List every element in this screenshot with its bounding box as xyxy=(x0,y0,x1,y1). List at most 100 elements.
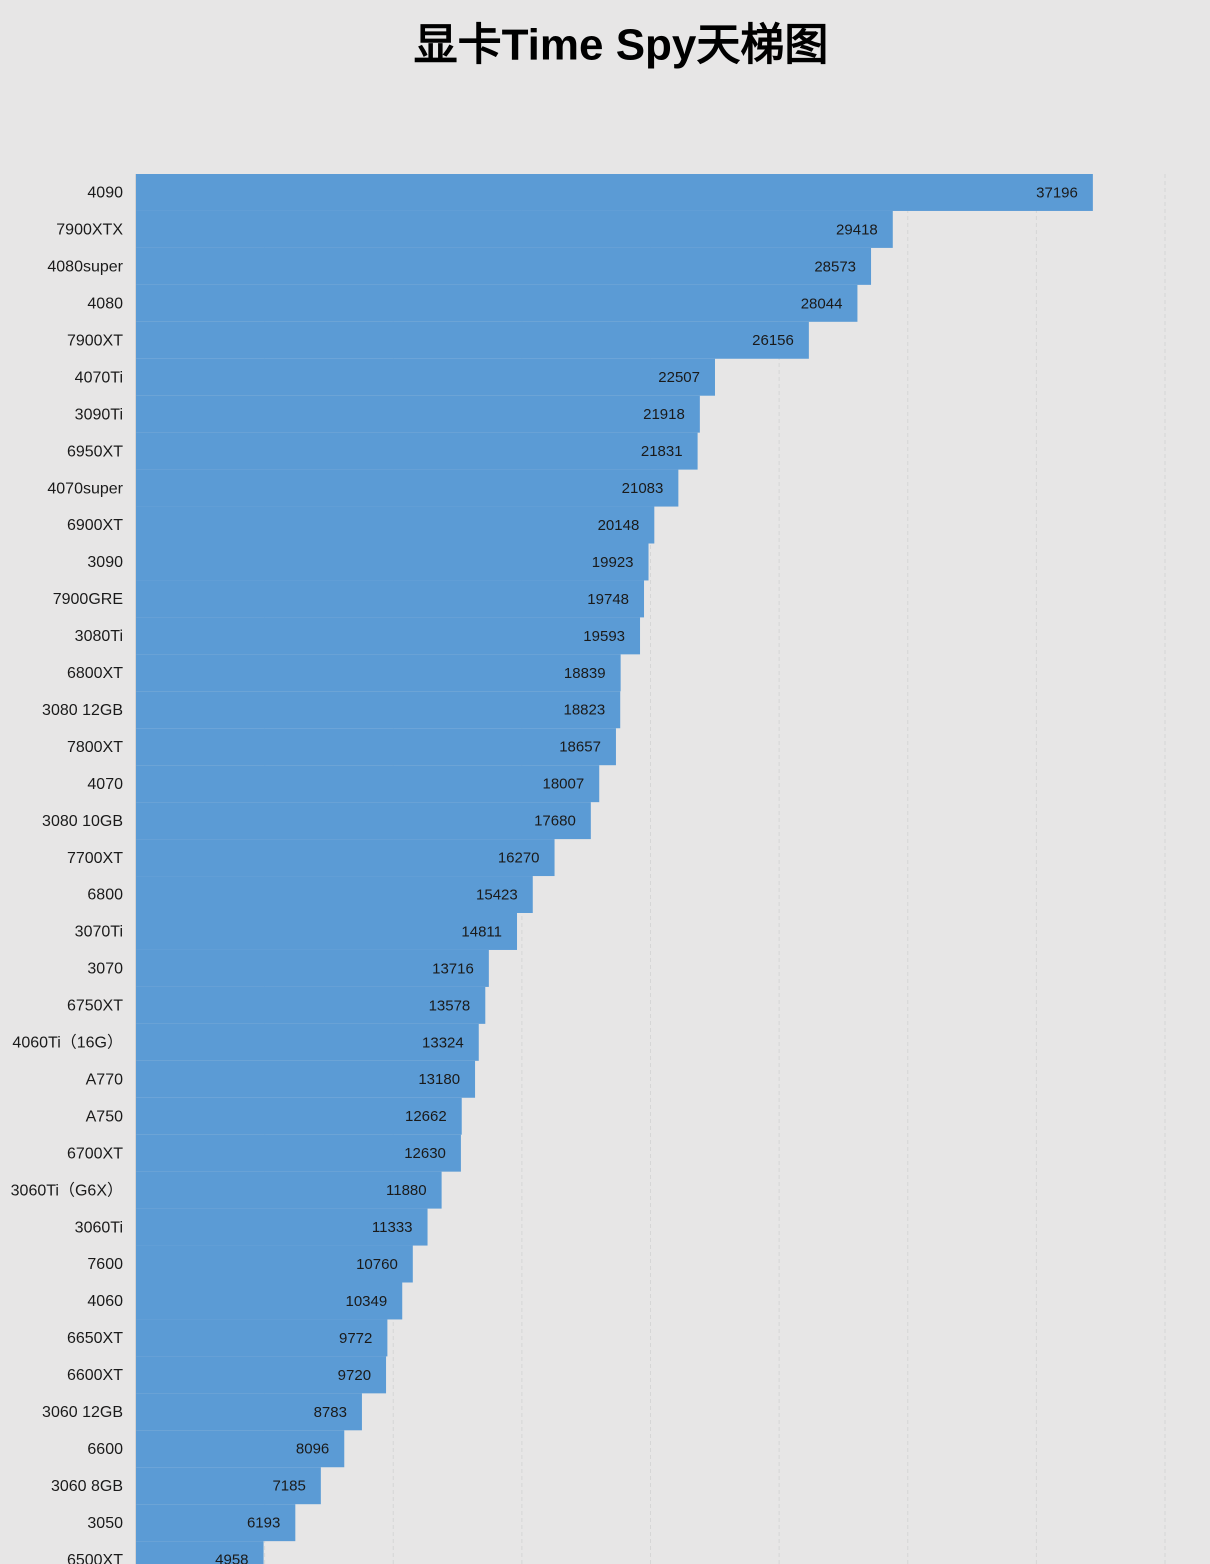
value-label: 18657 xyxy=(559,739,601,756)
bar xyxy=(136,876,533,913)
value-label: 18007 xyxy=(543,776,585,793)
y-tick-label: 3060 12GB xyxy=(42,1404,123,1421)
y-tick-label: 3080 12GB xyxy=(42,702,123,719)
value-label: 11880 xyxy=(386,1182,427,1199)
value-label: 12630 xyxy=(404,1145,446,1162)
bar xyxy=(136,1060,476,1098)
y-tick-label: 6800 xyxy=(87,887,123,904)
y-tick-label: 4080 xyxy=(87,296,123,313)
bar xyxy=(136,1282,403,1320)
value-label: 29418 xyxy=(836,221,878,238)
bar xyxy=(136,913,518,950)
bar xyxy=(136,728,616,766)
bar xyxy=(136,765,600,803)
bar xyxy=(136,1430,345,1468)
y-tick-label: 7800XT xyxy=(67,739,123,756)
value-label: 37196 xyxy=(1036,184,1078,201)
y-tick-label: 6650XT xyxy=(67,1330,123,1347)
bar xyxy=(136,1097,462,1135)
value-label: 19593 xyxy=(583,628,625,645)
y-tick-label: 4080super xyxy=(47,259,123,276)
bar xyxy=(136,1356,387,1394)
value-label: 26156 xyxy=(752,332,794,349)
bar xyxy=(136,543,649,581)
bar xyxy=(136,1171,442,1209)
y-tick-label: 3080Ti xyxy=(75,628,123,645)
bar xyxy=(136,617,641,655)
y-tick-label: 3070Ti xyxy=(75,924,123,941)
y-tick-label: 4060 xyxy=(87,1293,123,1310)
value-label: 13324 xyxy=(422,1034,464,1051)
value-label: 9772 xyxy=(339,1330,372,1347)
y-tick-label: 3050 xyxy=(87,1515,123,1532)
bar xyxy=(136,802,591,840)
y-tick-label: 3090 xyxy=(87,554,123,571)
bar xyxy=(136,1541,264,1564)
value-label: 8783 xyxy=(314,1404,347,1421)
bar xyxy=(136,469,679,507)
value-label: 6193 xyxy=(247,1515,280,1532)
y-tick-label: 7900GRE xyxy=(53,591,123,608)
value-label: 10349 xyxy=(346,1293,388,1310)
bar xyxy=(136,691,621,729)
bar xyxy=(136,321,809,359)
value-label: 28044 xyxy=(801,295,843,312)
bar xyxy=(136,1467,321,1505)
bar xyxy=(136,986,486,1024)
bar xyxy=(136,1319,388,1357)
value-label: 20148 xyxy=(598,517,640,534)
y-tick-label: 7700XT xyxy=(67,850,123,867)
y-tick-label: 4070Ti xyxy=(75,369,123,386)
y-tick-label: A770 xyxy=(86,1071,123,1088)
value-label: 21831 xyxy=(641,443,683,460)
value-label: 13578 xyxy=(429,997,471,1014)
value-label: 21083 xyxy=(622,480,664,497)
y-tick-label: 7600 xyxy=(87,1256,123,1273)
value-label: 8096 xyxy=(296,1441,329,1458)
value-label: 22507 xyxy=(658,369,700,386)
value-label: 19748 xyxy=(587,591,629,608)
y-tick-label: 3070 xyxy=(87,961,123,978)
bar xyxy=(136,358,715,396)
y-tick-label: 6600 xyxy=(87,1441,123,1458)
value-label: 18839 xyxy=(564,665,606,682)
bar xyxy=(136,247,872,285)
y-tick-label: 3060 8GB xyxy=(51,1478,123,1495)
value-label: 17680 xyxy=(534,813,576,830)
y-tick-label: A750 xyxy=(86,1108,123,1125)
y-tick-label: 6950XT xyxy=(67,443,123,460)
y-tick-label: 6750XT xyxy=(67,998,123,1015)
bar xyxy=(136,210,893,248)
bar xyxy=(136,432,698,470)
value-label: 21918 xyxy=(643,406,685,423)
value-label: 4958 xyxy=(215,1552,248,1564)
value-label: 12662 xyxy=(405,1108,447,1125)
bar xyxy=(136,1245,413,1283)
bar xyxy=(136,654,621,692)
y-tick-label: 6900XT xyxy=(67,517,123,534)
y-tick-label: 3060Ti（G6X） xyxy=(11,1181,123,1199)
y-tick-label: 7900XT xyxy=(67,332,123,349)
bar xyxy=(136,174,1093,211)
value-label: 10760 xyxy=(356,1256,398,1273)
y-tick-label: 3080 10GB xyxy=(42,813,123,830)
y-tick-label: 4060Ti（16G） xyxy=(12,1034,123,1052)
bar xyxy=(136,1393,362,1431)
y-tick-label: 6700XT xyxy=(67,1145,123,1162)
value-label: 14811 xyxy=(461,923,502,940)
bar xyxy=(136,1208,428,1246)
bar xyxy=(136,284,858,322)
y-tick-label: 4070super xyxy=(47,480,123,497)
value-label: 15423 xyxy=(476,886,518,903)
y-tick-label: 3090Ti xyxy=(75,406,123,423)
bar xyxy=(136,839,555,877)
bar xyxy=(136,506,655,544)
value-label: 13716 xyxy=(432,960,474,977)
value-label: 28573 xyxy=(814,258,856,275)
value-label: 18823 xyxy=(564,702,606,719)
y-tick-label: 4070 xyxy=(87,776,123,793)
value-label: 19923 xyxy=(592,554,634,571)
bar xyxy=(136,949,489,987)
y-tick-label: 3060Ti xyxy=(75,1219,123,1236)
